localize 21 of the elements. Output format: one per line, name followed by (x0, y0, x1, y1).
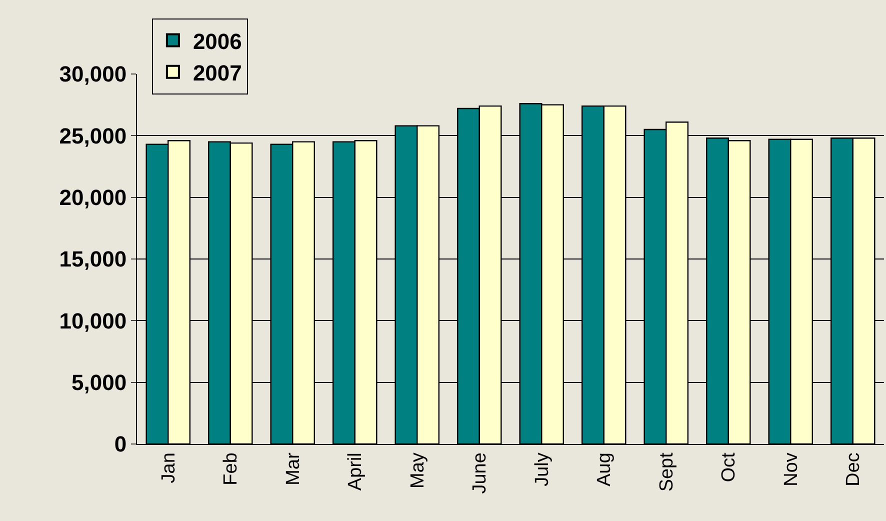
x-tick-label: Nov (780, 452, 802, 486)
y-tick-label: 30,000 (59, 62, 127, 87)
x-tick-label: May (407, 452, 428, 489)
y-tick-label: 0 (114, 432, 127, 457)
x-tick-label: Dec (843, 452, 864, 486)
legend-label: 2007 (192, 60, 242, 86)
x-tick-label: June (470, 452, 491, 494)
x-tick-label: April (345, 452, 366, 491)
y-tick-label: 10,000 (59, 308, 127, 334)
y-tick-label: 5,000 (72, 370, 127, 396)
legend-label: 2006 (192, 28, 242, 54)
x-tick-label: Mar (282, 452, 304, 486)
y-tick-label: 15,000 (59, 246, 127, 272)
x-tick-label: Jan (158, 452, 180, 484)
x-tick-label: Aug (594, 452, 616, 486)
y-tick-label: 20,000 (59, 185, 127, 210)
x-tick-label: Sept (656, 452, 678, 492)
x-tick-label: Feb (220, 452, 242, 486)
x-tick-label: Oct (718, 452, 740, 482)
x-tick-label: July (532, 452, 553, 486)
y-tick-label: 25,000 (59, 123, 127, 148)
